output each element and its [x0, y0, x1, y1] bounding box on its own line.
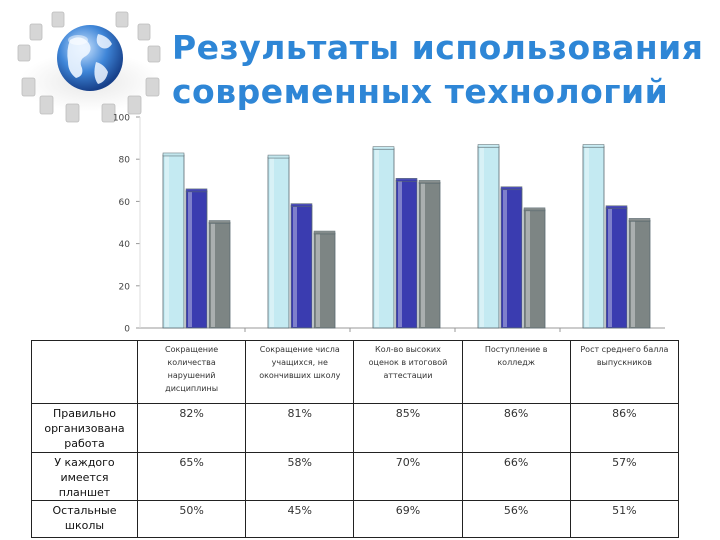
y-tick-label: 0	[124, 325, 130, 335]
title-line-1: Результаты использования	[172, 28, 704, 67]
column-header: Сокращение количества нарушений дисципли…	[136, 340, 247, 404]
table-cell: 70%	[353, 452, 463, 501]
bar-cap	[500, 186, 523, 191]
page-title: Результаты использования современных тех…	[172, 26, 720, 114]
row-label: Остальные школы	[31, 500, 138, 538]
bar-highlight	[188, 191, 192, 327]
bar-cap	[185, 188, 208, 193]
table-row: У каждого имеется планшет 65% 58% 70% 66…	[31, 452, 680, 501]
table-header-row: Сокращение количества нарушений дисципли…	[31, 340, 680, 404]
bar-cap	[372, 146, 395, 150]
table-cell: 86%	[461, 403, 571, 453]
table-cell: 57%	[569, 452, 680, 501]
bar-highlight	[375, 149, 379, 327]
table-cell: 69%	[353, 500, 463, 538]
bar-cap	[162, 152, 185, 157]
bar-highlight	[503, 189, 507, 327]
table-cell: 81%	[245, 403, 355, 453]
bar-cap	[477, 144, 500, 148]
bar-highlight	[293, 206, 297, 327]
table-row: Остальные школы 50% 45% 69% 56% 51%	[31, 500, 680, 538]
table-cell: 45%	[245, 500, 355, 538]
table-cell: 51%	[569, 500, 680, 538]
row-label: У каждого имеется планшет	[31, 452, 138, 501]
bar-cap	[395, 178, 418, 182]
bar-highlight	[608, 208, 612, 327]
bar-cap	[582, 144, 605, 148]
y-tick-label: 80	[119, 156, 131, 166]
table-cell: 58%	[245, 452, 355, 501]
bar-highlight	[421, 183, 425, 327]
title-line-2: современных технологий	[172, 72, 669, 111]
table-cell: 85%	[353, 403, 463, 453]
bar-highlight	[398, 181, 402, 327]
column-header: Поступление в колледж	[461, 340, 571, 404]
bar-highlight	[270, 158, 274, 327]
bar-cap	[418, 180, 441, 184]
column-header: Сокращение числа учащихся, не окончивших…	[245, 340, 355, 404]
bar-highlight	[585, 147, 589, 327]
bar-highlight	[316, 234, 320, 327]
table-cell: 86%	[569, 403, 680, 453]
table-cell: 56%	[461, 500, 571, 538]
bar-highlight	[631, 221, 635, 327]
bar-cap	[313, 230, 336, 235]
bar-chart: 0 20 40 60 80 100	[113, 114, 665, 335]
column-header: Рост среднего балла выпускников	[569, 340, 680, 404]
bar-cap	[267, 154, 290, 159]
bar-cap	[628, 218, 651, 222]
table-row: Правильно организована работа 82% 81% 85…	[31, 403, 680, 453]
table-cell: 50%	[136, 500, 247, 538]
bar-highlight	[165, 155, 169, 327]
y-tick-label: 100	[113, 114, 130, 124]
bar-highlight	[480, 147, 484, 327]
y-tick-label: 20	[119, 282, 131, 292]
row-label: Правильно организована работа	[31, 403, 138, 453]
y-tick-label: 40	[119, 240, 131, 250]
table-cell: 65%	[136, 452, 247, 501]
globe-with-chairs-icon	[0, 0, 170, 130]
bar-highlight	[211, 223, 215, 327]
bar-cap	[523, 207, 546, 212]
table-corner-cell	[31, 340, 138, 404]
y-tick-label: 60	[119, 198, 131, 208]
table-cell: 82%	[136, 403, 247, 453]
data-table: Сокращение количества нарушений дисципли…	[31, 340, 680, 538]
table-cell: 66%	[461, 452, 571, 501]
bar-highlight	[526, 210, 530, 327]
bar-cap	[290, 203, 313, 207]
bar-cap	[208, 220, 231, 224]
column-header: Кол-во высоких оценок в итоговой аттеста…	[353, 340, 463, 404]
bar-cap	[605, 205, 628, 210]
